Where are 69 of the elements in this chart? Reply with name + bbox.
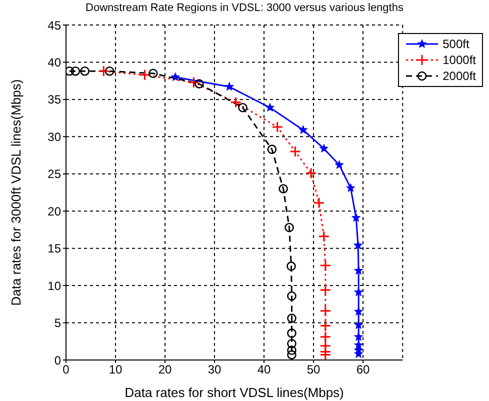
point bbox=[230, 96, 242, 108]
point bbox=[354, 332, 364, 341]
x-tick-label: 60 bbox=[356, 362, 370, 377]
point bbox=[170, 72, 180, 81]
point bbox=[313, 197, 325, 209]
point bbox=[320, 320, 332, 332]
point bbox=[287, 346, 296, 355]
point bbox=[284, 222, 294, 232]
y-tick-label: 40 bbox=[48, 55, 62, 70]
legend-label: 500ft bbox=[442, 36, 470, 52]
legend-label: 1000ft bbox=[442, 52, 476, 68]
point bbox=[238, 102, 248, 112]
point bbox=[98, 65, 110, 77]
point bbox=[188, 76, 200, 88]
point bbox=[305, 167, 317, 179]
point bbox=[138, 69, 150, 81]
y-tick-label: 45 bbox=[48, 18, 62, 32]
x-tick-label: 30 bbox=[208, 362, 222, 377]
point bbox=[354, 306, 364, 316]
point bbox=[320, 284, 332, 296]
y-axis-title: Data rates for 3000ft VDSL lines(Mbps) bbox=[8, 79, 24, 306]
point bbox=[224, 82, 234, 91]
point bbox=[287, 328, 296, 338]
point bbox=[318, 230, 330, 242]
y-tick-label: 35 bbox=[48, 92, 62, 107]
point bbox=[354, 266, 364, 275]
point bbox=[194, 79, 204, 88]
point bbox=[265, 102, 274, 112]
point bbox=[354, 240, 363, 250]
point bbox=[334, 160, 344, 169]
y-tick-label: 5 bbox=[54, 316, 62, 330]
x-tick-label: 20 bbox=[158, 362, 172, 377]
point bbox=[354, 320, 364, 329]
point bbox=[104, 66, 114, 76]
point bbox=[70, 66, 80, 76]
y-tick-label: 25 bbox=[48, 167, 62, 182]
point bbox=[289, 146, 301, 158]
point bbox=[287, 291, 296, 301]
point bbox=[80, 66, 90, 76]
point bbox=[319, 144, 328, 152]
chart-title: Downstream Rate Regions in VDSL: 3000 versus various lengths bbox=[84, 2, 404, 14]
point bbox=[148, 68, 158, 78]
point bbox=[298, 125, 308, 134]
y-tick-label: 15 bbox=[48, 242, 62, 256]
point bbox=[320, 349, 332, 360]
point bbox=[320, 331, 332, 343]
legend-label: 2000ft bbox=[442, 68, 476, 84]
point bbox=[66, 66, 74, 76]
point bbox=[354, 340, 364, 349]
point bbox=[352, 213, 361, 222]
point bbox=[346, 183, 356, 192]
point bbox=[286, 262, 296, 271]
point bbox=[267, 144, 277, 154]
y-tick-label: 0 bbox=[54, 353, 62, 368]
y-tick-label: 20 bbox=[48, 204, 62, 218]
point bbox=[354, 288, 364, 296]
y-tick-label: 30 bbox=[48, 130, 62, 144]
x-tick-label: 40 bbox=[257, 362, 272, 377]
x-tick-label: 10 bbox=[108, 362, 122, 377]
point bbox=[320, 305, 332, 317]
point bbox=[278, 184, 288, 194]
point bbox=[287, 314, 296, 323]
y-tick-label: 10 bbox=[48, 278, 62, 293]
point bbox=[287, 338, 296, 348]
point bbox=[272, 121, 284, 133]
x-axis-title: Data rates for short VDSL lines(Mbps) bbox=[124, 385, 344, 400]
point bbox=[320, 260, 332, 272]
point bbox=[287, 350, 296, 360]
x-tick-label: 50 bbox=[306, 362, 321, 377]
